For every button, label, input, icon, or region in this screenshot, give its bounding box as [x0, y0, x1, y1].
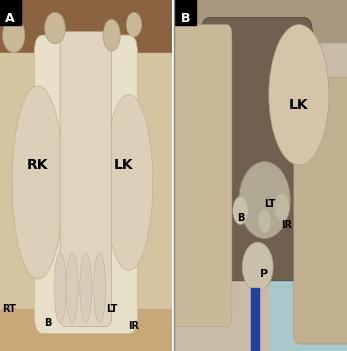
Text: B: B	[180, 12, 190, 25]
FancyBboxPatch shape	[34, 35, 137, 333]
Ellipse shape	[105, 95, 153, 270]
Text: B: B	[44, 318, 52, 328]
Text: LT: LT	[264, 199, 276, 208]
Bar	[0, 0, 20, 25]
Bar	[0, 0, 172, 53]
FancyBboxPatch shape	[201, 18, 313, 281]
Text: RK: RK	[27, 158, 49, 172]
FancyBboxPatch shape	[60, 32, 112, 326]
Bar	[175, 0, 196, 25]
Ellipse shape	[258, 209, 271, 233]
Bar	[251, 288, 260, 351]
Text: B: B	[237, 213, 244, 223]
Ellipse shape	[103, 19, 120, 51]
FancyBboxPatch shape	[170, 25, 232, 326]
Text: P: P	[261, 269, 269, 279]
Text: LK: LK	[114, 158, 134, 172]
Ellipse shape	[80, 253, 92, 323]
Text: IR: IR	[281, 220, 293, 230]
Bar	[270, 105, 347, 351]
Ellipse shape	[274, 193, 289, 221]
FancyBboxPatch shape	[294, 77, 347, 344]
Ellipse shape	[269, 25, 329, 165]
Bar	[0, 309, 172, 351]
Bar	[0, 53, 172, 351]
Ellipse shape	[126, 12, 142, 37]
Ellipse shape	[45, 12, 65, 44]
Ellipse shape	[94, 253, 105, 323]
Bar	[175, 0, 347, 42]
Text: A: A	[5, 12, 15, 25]
Ellipse shape	[239, 161, 290, 239]
Text: IR: IR	[128, 322, 139, 331]
Text: RT: RT	[2, 304, 16, 314]
Ellipse shape	[66, 253, 78, 323]
Text: LT: LT	[106, 304, 117, 314]
Ellipse shape	[12, 86, 64, 279]
Ellipse shape	[242, 242, 273, 291]
Ellipse shape	[233, 197, 248, 225]
Ellipse shape	[54, 253, 66, 323]
Ellipse shape	[2, 18, 25, 53]
Text: LK: LK	[289, 98, 309, 112]
